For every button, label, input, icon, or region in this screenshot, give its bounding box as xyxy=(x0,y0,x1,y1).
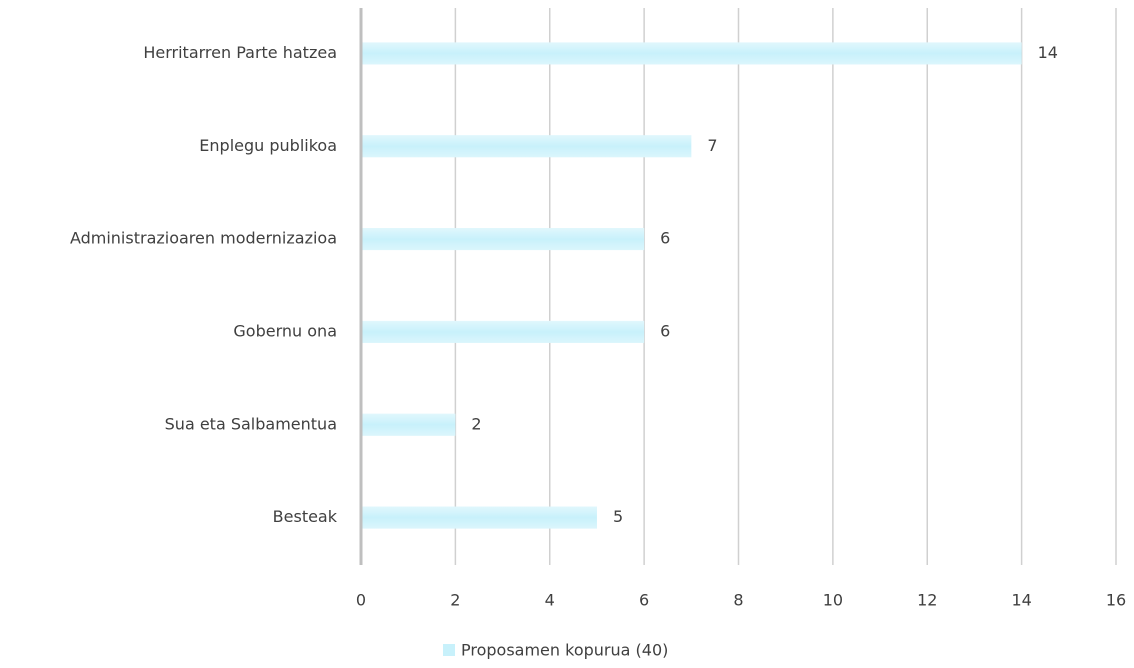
x-tick-label: 2 xyxy=(450,591,460,610)
legend-swatch xyxy=(443,644,455,656)
data-label: 5 xyxy=(613,507,623,526)
y-tick-label: Sua eta Salbamentua xyxy=(165,414,337,433)
bar-shine xyxy=(362,42,1022,65)
x-tick-label: 6 xyxy=(639,591,649,610)
x-tick-label: 8 xyxy=(733,591,743,610)
x-tick-label: 0 xyxy=(356,591,366,610)
x-tick-label: 10 xyxy=(823,591,843,610)
y-tick-label: Gobernu ona xyxy=(233,321,337,340)
data-label: 2 xyxy=(471,414,481,433)
y-tick-label: Herritarren Parte hatzea xyxy=(143,43,337,62)
x-tick-label: 4 xyxy=(545,591,555,610)
data-label: 6 xyxy=(660,229,670,248)
data-label: 6 xyxy=(660,321,670,340)
bar-shine xyxy=(362,320,645,343)
bar-shine xyxy=(362,228,645,251)
data-label: 14 xyxy=(1038,43,1058,62)
data-label: 7 xyxy=(707,136,717,155)
bar-shine xyxy=(362,413,456,436)
y-tick-label: Besteak xyxy=(273,507,338,526)
legend-label: Proposamen kopurua (40) xyxy=(461,641,668,660)
bar-shine xyxy=(362,135,692,158)
y-tick-label: Administrazioaren modernizazioa xyxy=(70,229,337,248)
x-tick-label: 16 xyxy=(1106,591,1126,610)
x-tick-label: 12 xyxy=(917,591,937,610)
x-tick-label: 14 xyxy=(1011,591,1031,610)
y-tick-label: Enplegu publikoa xyxy=(199,136,337,155)
bar-shine xyxy=(362,506,597,529)
